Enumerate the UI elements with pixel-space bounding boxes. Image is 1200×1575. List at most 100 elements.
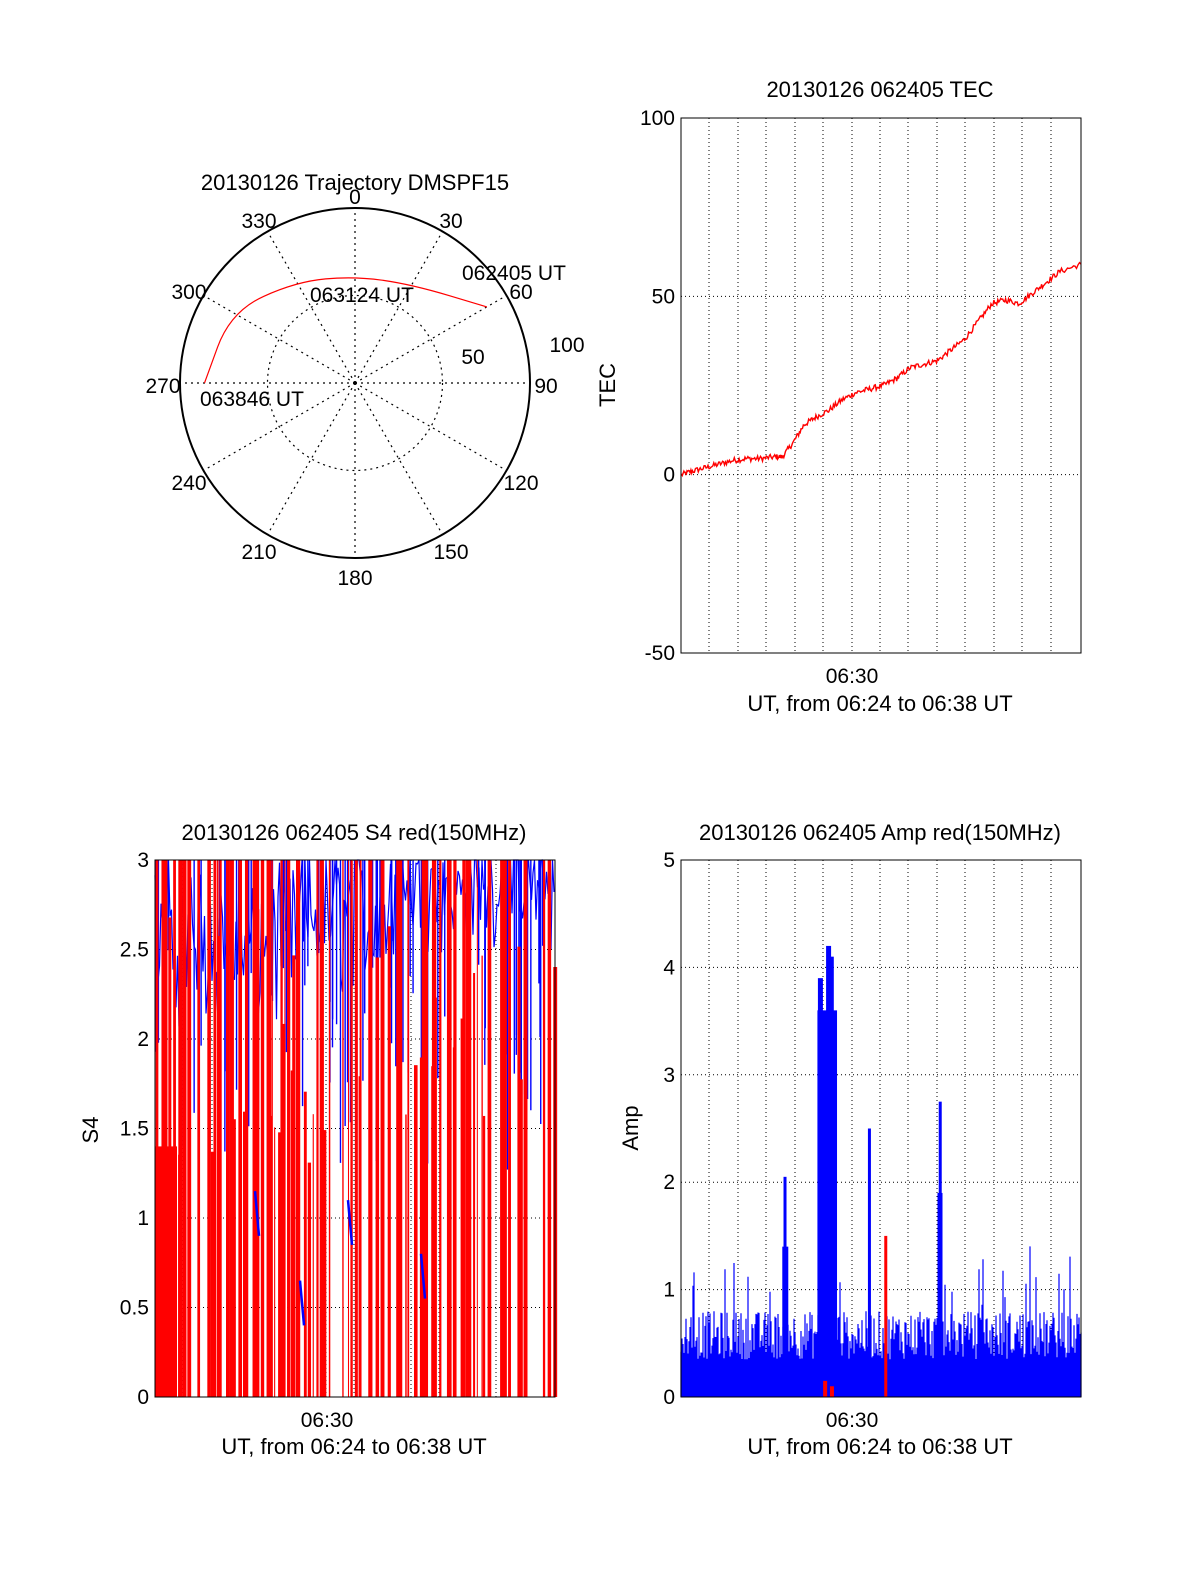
s4-red-bar	[296, 860, 301, 1397]
polar-grid	[180, 208, 530, 558]
s4-red-bar	[210, 1151, 215, 1397]
s4-red-bar	[155, 860, 158, 1397]
amp-burst-small	[782, 1246, 789, 1397]
s4-red-block	[155, 1146, 177, 1397]
trajectory-mid-label: 063124 UT	[310, 284, 414, 307]
s4-red-bar	[542, 860, 546, 1397]
trajectory-line	[203, 277, 488, 384]
polar-angle-label-210: 210	[241, 541, 276, 564]
polar-radial-label-100: 100	[549, 334, 584, 357]
s4-red-bar	[319, 860, 322, 1397]
s4-ytick-label: 2	[137, 1028, 149, 1051]
tec-grid	[681, 118, 1081, 653]
polar-angle-label-30: 30	[439, 210, 462, 233]
s4-red-bar	[219, 860, 222, 1397]
trajectory-end-label: 063846 UT	[200, 388, 304, 411]
s4-red-bar	[274, 1127, 276, 1397]
s4-red-bar	[164, 860, 168, 1397]
s4-red-bar	[197, 860, 200, 1397]
s4-red-bar	[452, 1047, 455, 1397]
s4-red-bar	[255, 1120, 257, 1397]
s4-red-bar	[354, 860, 358, 1397]
s4-red-bar	[282, 1023, 286, 1397]
trajectory-start-label: 062405 UT	[462, 262, 566, 285]
polar-angle-label-90: 90	[534, 375, 557, 398]
polar-angle-label-150: 150	[433, 541, 468, 564]
polar-spoke-240	[203, 382, 356, 472]
s4-red-bar	[460, 1018, 465, 1397]
s4-red-bar	[161, 860, 164, 1397]
s4-red-bar	[375, 957, 380, 1397]
polar-spoke-330	[266, 231, 356, 384]
s4-series	[154, 859, 558, 1397]
s4-ylabel: S4	[78, 1117, 103, 1144]
s4-red-bar	[183, 860, 186, 1397]
s4-red-bar	[328, 860, 331, 1397]
s4-red-bar	[266, 860, 271, 1397]
amp-ytick-label: 1	[663, 1279, 675, 1302]
amp-burst-small	[937, 1192, 943, 1397]
tec-ytick-label: 0	[663, 464, 675, 487]
s4-red-bar	[316, 860, 319, 1397]
s4-red-bar	[446, 860, 451, 1397]
s4-red-bar	[419, 1057, 423, 1397]
s4-red-bar	[307, 1162, 312, 1397]
s4-red-bar	[503, 860, 507, 1397]
s4-red-bar	[398, 860, 403, 1397]
s4-red-bar	[468, 860, 472, 1397]
s4-red-bar	[244, 860, 249, 1397]
polar-spoke-300	[203, 294, 356, 384]
s4-blue-blob	[419, 1253, 427, 1299]
s4-red-bar	[187, 860, 192, 1397]
s4-red-bar	[217, 935, 221, 1397]
s4-red-bar	[358, 1076, 361, 1397]
s4-red-bar	[290, 1070, 293, 1397]
s4-red-bar	[178, 1154, 181, 1397]
polar-outer-circle	[179, 207, 531, 559]
s4-red-bar	[380, 860, 384, 1397]
amp-axes-frame	[680, 859, 1082, 1398]
polar-ring-50	[266, 294, 444, 472]
tec-ytick-label: 50	[652, 285, 675, 308]
s4-ytick-label: 2.5	[120, 939, 149, 962]
s4-red-bar	[280, 860, 283, 1397]
amp-peak	[867, 1128, 871, 1397]
s4-red-bar	[225, 860, 230, 1397]
amp-blue-noise	[680, 1243, 1082, 1397]
s4-ytick-label: 1.5	[120, 1118, 149, 1141]
s4-ytick-label: 0	[137, 1386, 149, 1409]
polar-spoke-30	[354, 231, 444, 384]
polar-spoke-60	[354, 294, 507, 384]
s4-red-bar	[508, 860, 511, 1397]
s4-red-bar	[347, 860, 350, 1397]
amp-burst-body	[817, 1010, 838, 1397]
s4-red-bar	[454, 860, 457, 1397]
s4-red-bar	[481, 955, 483, 1397]
s4-ytick-label: 1	[137, 1207, 149, 1230]
tec-title: 20130126 062405 TEC	[766, 77, 993, 102]
s4-red-bar	[271, 860, 273, 1397]
s4-blue-blob	[253, 1191, 261, 1237]
amp-ylabel: Amp	[618, 1105, 643, 1150]
tec-xlabel: UT, from 06:24 to 06:38 UT	[747, 691, 1012, 716]
polar-angle-label-180: 180	[337, 567, 372, 590]
s4-red-bar	[431, 1066, 434, 1397]
s4-red-bar	[405, 1114, 407, 1397]
s4-red-bar	[156, 860, 159, 1397]
s4-red-bar	[238, 860, 243, 1397]
s4-red-bar	[181, 860, 183, 1397]
s4-red-bar	[342, 860, 344, 1397]
amp-series	[680, 945, 1082, 1397]
amp-peak	[884, 1235, 888, 1397]
s4-red-bar	[278, 1132, 281, 1397]
tec-ylabel: TEC	[595, 363, 620, 407]
amp-ytick-label: 0	[663, 1386, 675, 1409]
amp-ytick-label: 3	[663, 1064, 675, 1087]
polar-angle-label-300: 300	[171, 281, 206, 304]
polar-angle-label-60: 60	[509, 281, 532, 304]
tec-yticks: 100 50 0 -50	[640, 107, 675, 665]
s4-ytick-label: 3	[137, 849, 149, 872]
s4-plot: 20130126 062405 S4 red(150MHz) 3 2.5 2 1.5 1…	[78, 820, 558, 1459]
amp-ytick-label: 2	[663, 1171, 675, 1194]
tec-series-line	[680, 261, 1082, 478]
